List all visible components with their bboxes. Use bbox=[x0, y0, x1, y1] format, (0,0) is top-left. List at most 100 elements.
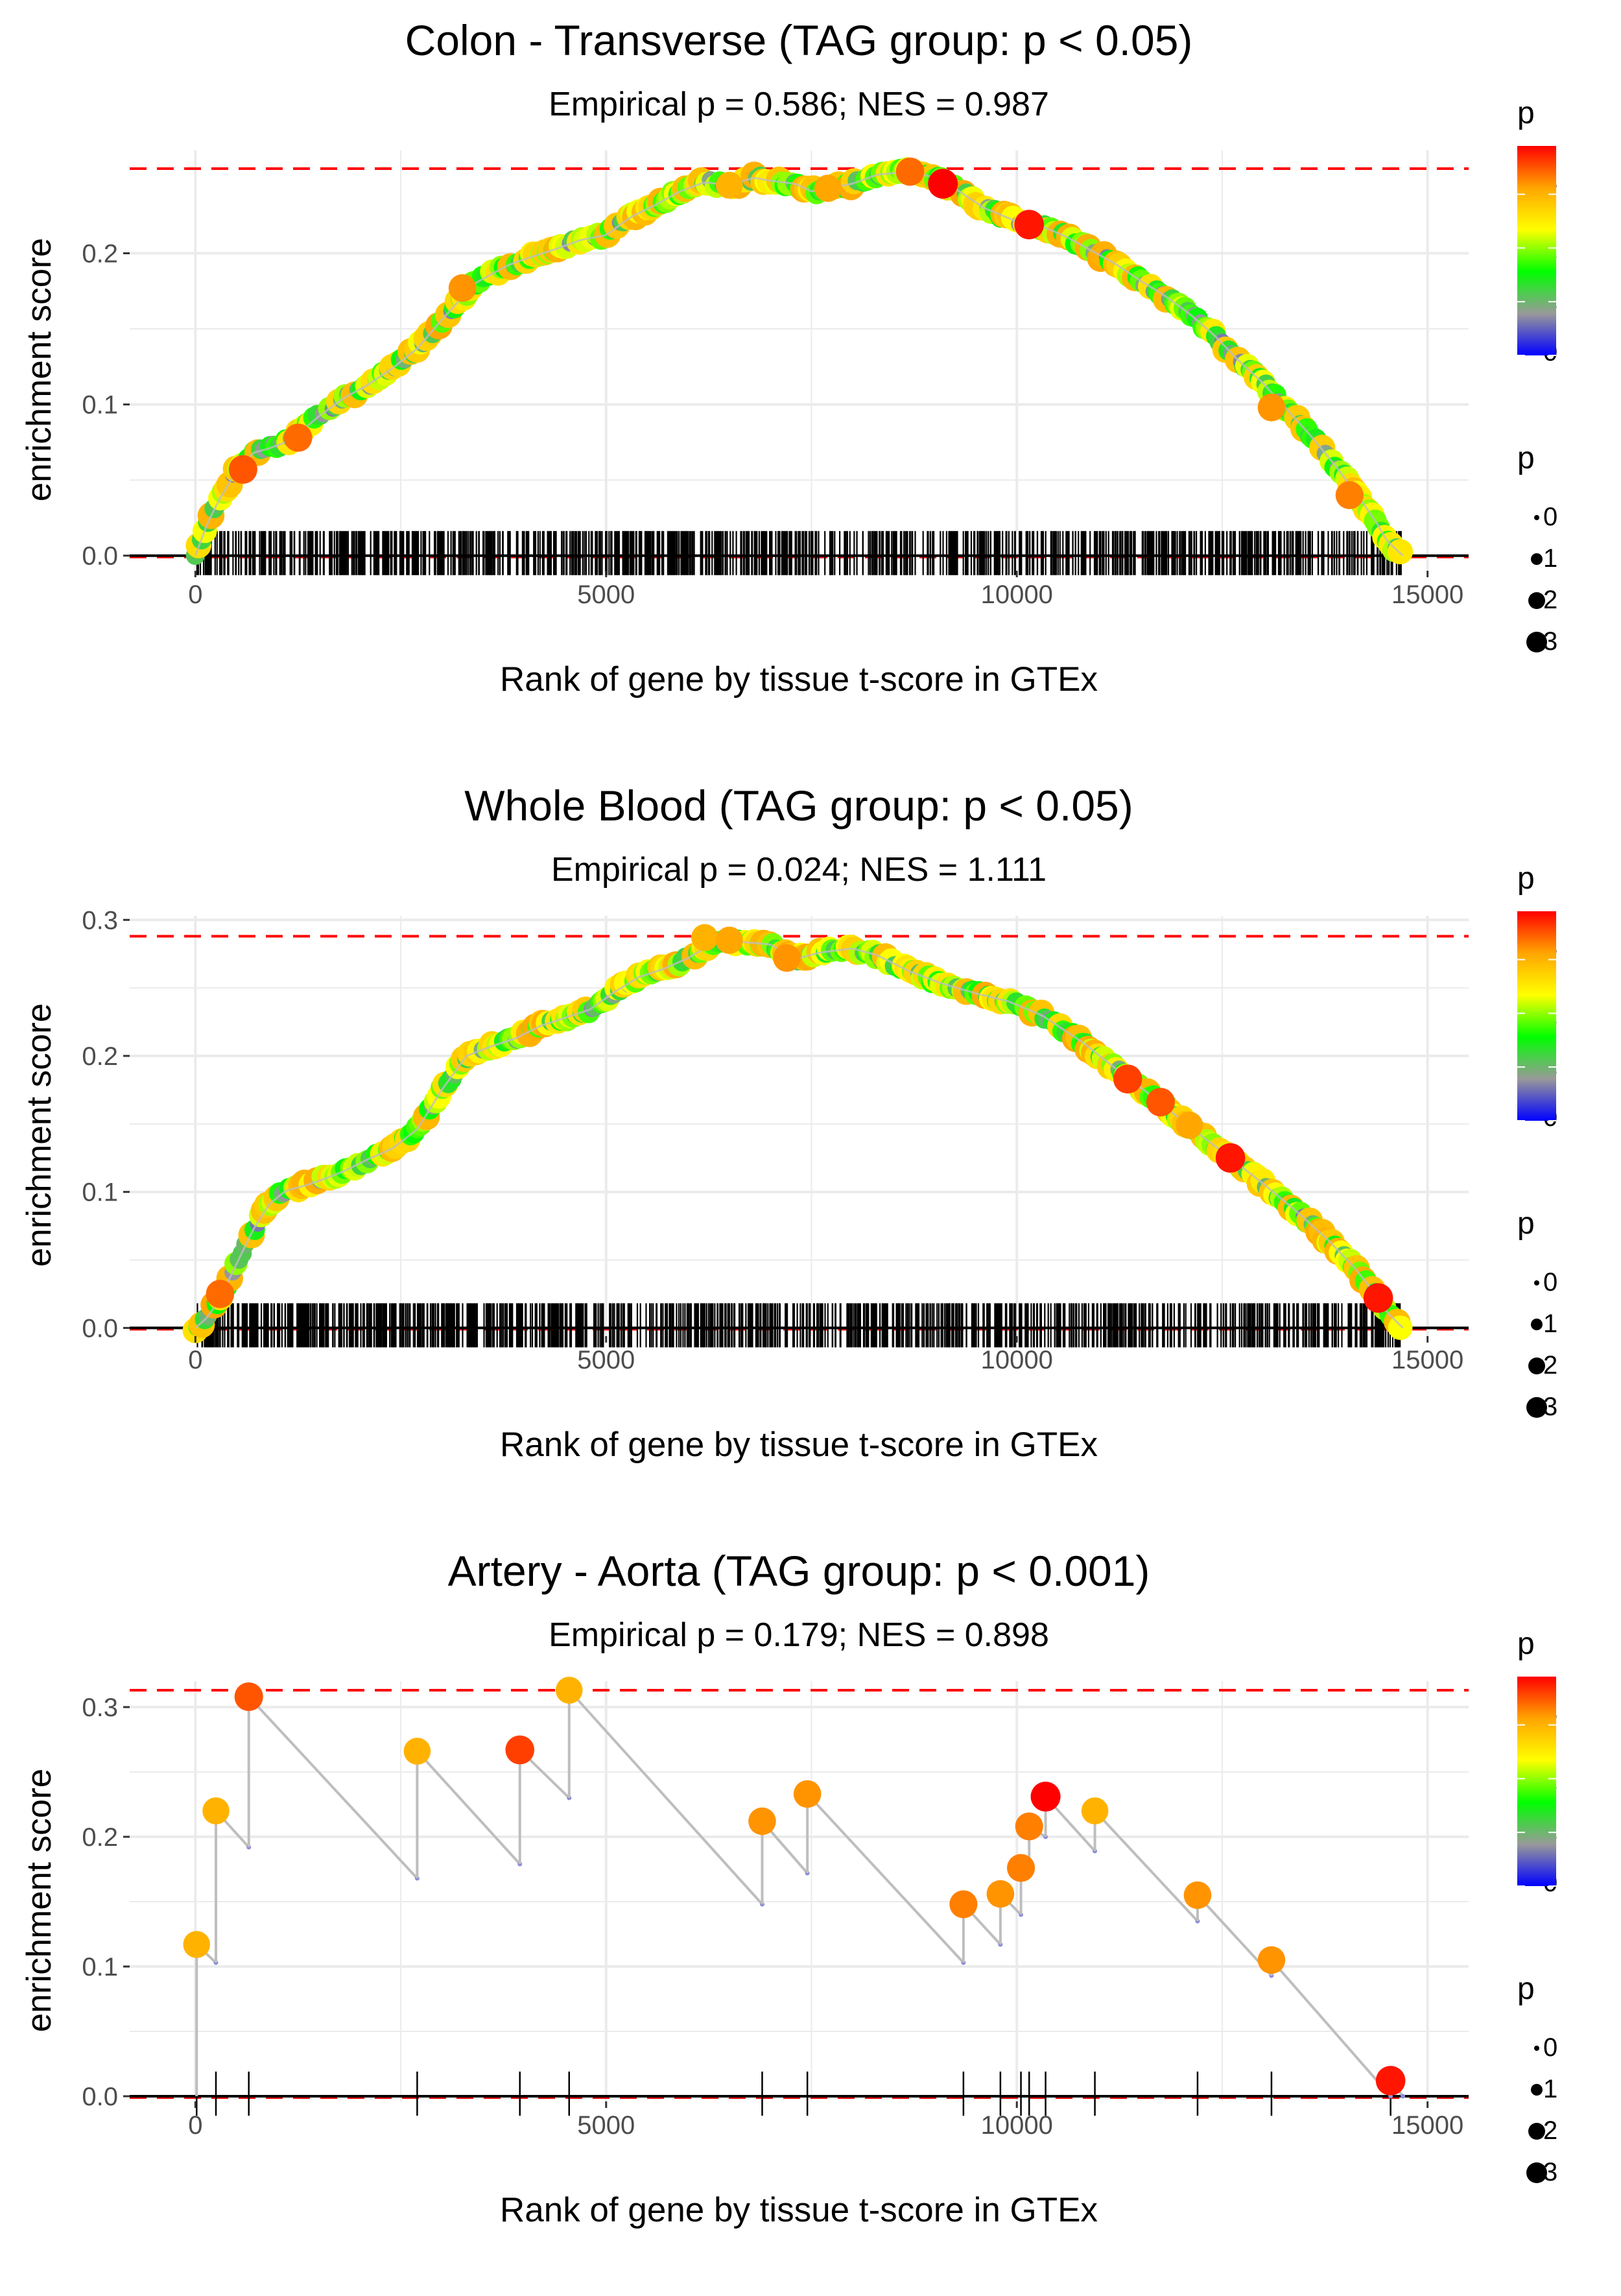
es-decay-segment bbox=[806, 1793, 965, 1964]
y-tick-label: 0.1 bbox=[82, 1178, 118, 1207]
hit-point bbox=[505, 1735, 535, 1765]
size-legend-label: 2 bbox=[1543, 1351, 1557, 1380]
size-legend-label: 0 bbox=[1543, 2033, 1557, 2062]
x-tick-label: 10000 bbox=[981, 1346, 1053, 1374]
x-tick-label: 15000 bbox=[1391, 580, 1463, 609]
highlight-point bbox=[1146, 1088, 1175, 1117]
highlight-point bbox=[283, 424, 313, 452]
tick-labels: 0 5000 10000 15000 0.0 0.1 0.2 bbox=[82, 240, 1463, 609]
y-tick-label: 0.3 bbox=[82, 1693, 118, 1722]
highlight-point bbox=[1363, 1283, 1393, 1313]
es-decay-segment bbox=[248, 1695, 418, 1880]
gene-rug bbox=[196, 531, 1402, 575]
highlight-point bbox=[1014, 209, 1044, 239]
chart-title: Artery - Aorta (TAG group: p < 0.001) bbox=[448, 1547, 1150, 1595]
x-tick-label: 15000 bbox=[1391, 1346, 1463, 1374]
x-axis-label: Rank of gene by tissue t-score in GTEx bbox=[500, 660, 1098, 699]
highlight-point bbox=[228, 455, 257, 484]
size-legend-key bbox=[1534, 515, 1539, 520]
size-legend-label: 3 bbox=[1543, 1393, 1557, 1421]
hit-point bbox=[234, 1682, 263, 1712]
hit-point bbox=[202, 1797, 230, 1824]
highlight-point bbox=[1113, 1064, 1142, 1094]
size-legend-key bbox=[1531, 2084, 1543, 2096]
hit-point bbox=[748, 1807, 776, 1836]
x-tick-label: 10000 bbox=[981, 2111, 1053, 2140]
x-axis-label: Rank of gene by tissue t-score in GTEx bbox=[500, 1426, 1098, 1464]
x-tick-label: 5000 bbox=[577, 1346, 635, 1374]
highlight-point bbox=[716, 171, 743, 199]
chart-svg-colon-transverse: Colon - Transverse (TAG group: p < 0.05)… bbox=[20, 16, 1557, 699]
color-legend-title: p bbox=[1517, 861, 1535, 896]
highlight-point bbox=[773, 944, 801, 972]
hit-point bbox=[555, 1677, 583, 1704]
es-decay-segment bbox=[416, 1750, 521, 1865]
chart-title: Whole Blood (TAG group: p < 0.05) bbox=[464, 782, 1133, 830]
x-tick-label: 10000 bbox=[981, 580, 1053, 609]
hit-point bbox=[1183, 1881, 1212, 1909]
size-legend-key bbox=[1526, 632, 1547, 652]
size-legend-label: 1 bbox=[1543, 2075, 1557, 2103]
trough-point bbox=[1401, 2094, 1406, 2099]
hit-point bbox=[183, 1931, 211, 1958]
size-legend-label: 3 bbox=[1543, 2158, 1557, 2186]
size-legend-key bbox=[1526, 2162, 1547, 2183]
color-legend-title: p bbox=[1517, 96, 1535, 130]
color-legend-bar bbox=[1517, 911, 1556, 1121]
size-legend-key bbox=[1528, 592, 1545, 609]
hit-point bbox=[1015, 1812, 1043, 1841]
es-decay-segment bbox=[1270, 1959, 1392, 2098]
x-tick-label: 0 bbox=[188, 2111, 202, 2140]
hit-point bbox=[1006, 1854, 1035, 1882]
chart-subtitle: Empirical p = 0.024; NES = 1.111 bbox=[551, 851, 1047, 889]
y-tick-label: 0.1 bbox=[82, 391, 118, 420]
x-tick-label: 5000 bbox=[577, 580, 635, 609]
hit-point bbox=[793, 1780, 822, 1808]
running-sum-points bbox=[185, 157, 1414, 565]
hit-point bbox=[1081, 1797, 1109, 1824]
size-legend-label: 0 bbox=[1543, 1268, 1557, 1297]
size-legend-key bbox=[1526, 1397, 1547, 1418]
size-legend-key bbox=[1534, 2046, 1539, 2051]
es-decay-segment bbox=[1094, 1810, 1199, 1922]
running-sum-line bbox=[194, 171, 1404, 556]
y-axis-label: enrichment score bbox=[20, 238, 58, 502]
size-legend-title: p bbox=[1517, 1206, 1535, 1241]
color-legend-title: p bbox=[1517, 1627, 1535, 1661]
highlight-point bbox=[448, 274, 477, 302]
y-tick-label: 0.2 bbox=[82, 240, 118, 269]
highlight-point bbox=[715, 926, 743, 954]
hit-point bbox=[1375, 2066, 1406, 2096]
size-legend-key bbox=[1528, 1357, 1545, 1374]
y-tick-label: 0.0 bbox=[82, 1314, 118, 1343]
data-point bbox=[1388, 539, 1414, 565]
y-tick-label: 0.0 bbox=[82, 542, 118, 571]
highlight-point bbox=[928, 169, 958, 199]
chart-title: Colon - Transverse (TAG group: p < 0.05) bbox=[405, 16, 1193, 64]
size-legend-title: p bbox=[1517, 1972, 1535, 2006]
chart-svg-artery-aorta: Artery - Aorta (TAG group: p < 0.001) Emp… bbox=[20, 1547, 1557, 2229]
y-axis-label: enrichment score bbox=[20, 1769, 58, 2033]
running-sum-points bbox=[182, 929, 1413, 1343]
color-legend-bar bbox=[1517, 146, 1556, 355]
chart-subtitle: Empirical p = 0.586; NES = 0.987 bbox=[549, 86, 1049, 123]
color-legend-bar bbox=[1517, 1677, 1556, 1886]
size-legend-key bbox=[1531, 1319, 1543, 1330]
highlight-point bbox=[1335, 481, 1364, 510]
plot-area bbox=[130, 150, 1469, 575]
size-legend-label: 0 bbox=[1543, 503, 1557, 531]
chart-subtitle: Empirical p = 0.179; NES = 0.898 bbox=[549, 1616, 1049, 1654]
size-legend-label: 2 bbox=[1543, 2116, 1557, 2145]
x-tick-label: 5000 bbox=[577, 2111, 635, 2140]
y-axis-label: enrichment score bbox=[20, 1003, 58, 1267]
size-legend-label: 1 bbox=[1543, 544, 1557, 573]
x-axis-label: Rank of gene by tissue t-score in GTEx bbox=[500, 2191, 1098, 2229]
data-point bbox=[1388, 1315, 1413, 1340]
size-legend-title: p bbox=[1517, 441, 1535, 475]
y-tick-label: 0.2 bbox=[82, 1823, 118, 1852]
highlight-point bbox=[1257, 393, 1286, 422]
y-tick-label: 0.0 bbox=[82, 2083, 118, 2111]
hit-point bbox=[949, 1890, 978, 1919]
plot-area bbox=[130, 916, 1469, 1348]
chart-panel-artery-aorta: Artery - Aorta (TAG group: p < 0.001) Emp… bbox=[0, 1531, 1621, 2296]
